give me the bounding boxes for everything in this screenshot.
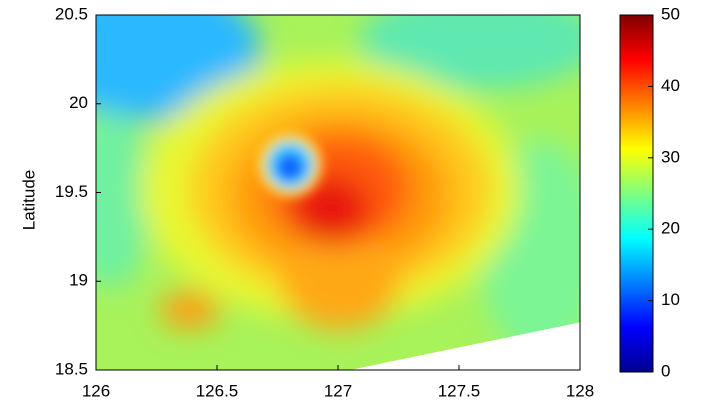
x-tick-label: 127.5 — [438, 381, 481, 400]
x-tick-label: 128 — [566, 381, 594, 400]
colorbar-tick-label: 40 — [661, 76, 680, 95]
y-tick-label: 19.5 — [55, 182, 88, 201]
y-tick-label: 20 — [69, 93, 88, 112]
colorbar-tick-label: 0 — [661, 361, 670, 380]
x-tick-label: 126 — [82, 381, 110, 400]
x-tick-label: 126.5 — [196, 381, 239, 400]
x-tick-label: 127 — [324, 381, 352, 400]
colorbar — [619, 14, 654, 373]
colorbar-tick-label: 20 — [661, 219, 680, 238]
field — [96, 15, 580, 370]
y-tick-label: 20.5 — [55, 4, 88, 23]
y-tick-label: 19 — [69, 271, 88, 290]
y-axis-label: Latitude — [19, 170, 38, 231]
colorbar-tick-label: 50 — [661, 4, 680, 23]
y-tick-label: 18.5 — [55, 359, 88, 378]
colorbar-tick-label: 30 — [661, 147, 680, 166]
colorbar-tick-label: 10 — [661, 290, 680, 309]
